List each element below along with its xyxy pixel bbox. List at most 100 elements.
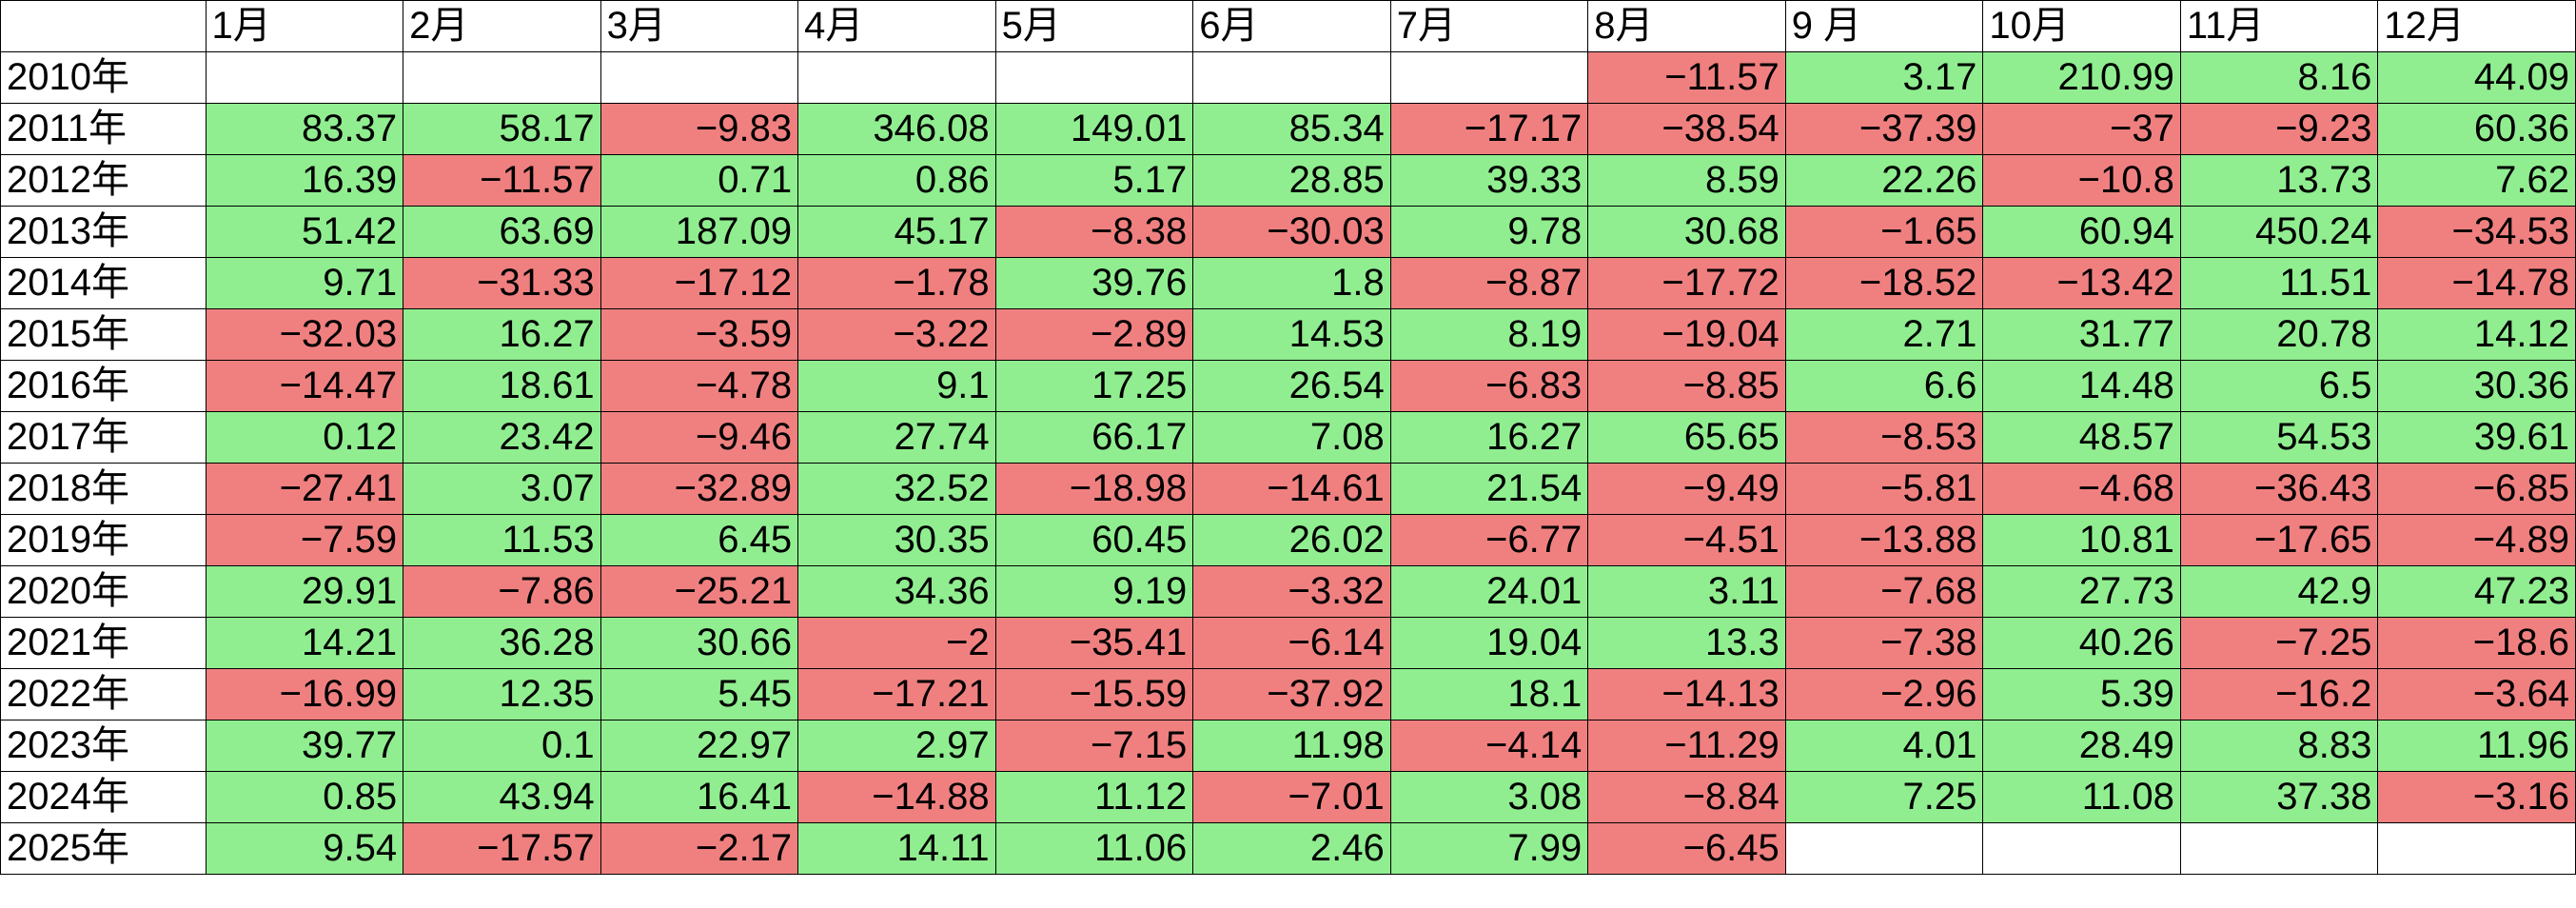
return-cell: −11.57 (403, 154, 601, 207)
month-header: 10月 (1982, 0, 2181, 52)
header-row: 1月 2月 3月 4月 5月 6月 7月 8月 9 月 10月 11月 12月 (0, 0, 2576, 52)
year-label: 2016年 (0, 360, 206, 412)
return-cell: 28.85 (1192, 154, 1391, 207)
return-cell: −16.2 (2179, 668, 2379, 720)
return-cell: −14.88 (797, 771, 996, 823)
return-cell: −4.89 (2377, 514, 2576, 566)
return-cell: 19.04 (1389, 617, 1589, 669)
return-cell: 60.36 (2377, 103, 2576, 155)
return-cell: −2.96 (1784, 668, 1984, 720)
return-cell: −3.22 (797, 308, 996, 361)
table-row: 2023年 39.77 0.1 22.97 2.97 −7.15 11.98 −4.14 −11… (0, 720, 2576, 772)
return-cell: 9.78 (1389, 206, 1589, 258)
return-cell: 5.17 (994, 154, 1194, 207)
month-header: 9 月 (1784, 0, 1984, 52)
table-body: 2010年 −11.57 3.17 210.99 8.16 44.09 2011年 83.37… (0, 51, 2576, 875)
return-cell: −9.23 (2179, 103, 2379, 155)
return-cell: −32.89 (600, 463, 799, 515)
return-cell: 26.02 (1192, 514, 1391, 566)
return-cell: 187.09 (600, 206, 799, 258)
return-cell: 16.41 (600, 771, 799, 823)
return-cell: −4.68 (1982, 463, 2181, 515)
return-cell: 39.33 (1389, 154, 1589, 207)
return-cell: −10.8 (1982, 154, 2181, 207)
return-cell: 7.25 (1784, 771, 1984, 823)
year-label: 2010年 (0, 51, 206, 104)
return-cell: 11.51 (2179, 257, 2379, 309)
return-cell: −7.25 (2179, 617, 2379, 669)
table-row: 2016年 −14.47 18.61 −4.78 9.1 17.25 26.54 −6.83−… (0, 360, 2576, 412)
return-cell: 23.42 (403, 411, 601, 464)
return-cell: −18.6 (2377, 617, 2576, 669)
return-cell: 58.17 (403, 103, 601, 155)
return-cell: 16.39 (205, 154, 404, 207)
return-cell: −9.49 (1587, 463, 1786, 515)
return-cell: −4.78 (600, 360, 799, 412)
table-row: 2014年 9.71 −31.33 −17.12 −1.78 39.76 1.8 −8.87−… (0, 257, 2576, 309)
return-cell: 7.08 (1192, 411, 1391, 464)
return-cell: 40.26 (1982, 617, 2181, 669)
empty-cell (1389, 51, 1589, 104)
return-cell: 0.86 (797, 154, 996, 207)
return-cell: 14.48 (1982, 360, 2181, 412)
return-cell: −17.57 (403, 822, 601, 875)
return-cell: −4.51 (1587, 514, 1786, 566)
return-cell: 8.16 (2179, 51, 2379, 104)
return-cell: −27.41 (205, 463, 404, 515)
return-cell: 45.17 (797, 206, 996, 258)
return-cell: 346.08 (797, 103, 996, 155)
return-cell: −4.14 (1389, 720, 1589, 772)
return-cell: 8.59 (1587, 154, 1786, 207)
year-label: 2021年 (0, 617, 206, 669)
return-cell: 14.53 (1192, 308, 1391, 361)
return-cell: 21.54 (1389, 463, 1589, 515)
return-cell: −7.38 (1784, 617, 1984, 669)
month-header: 8月 (1587, 0, 1786, 52)
table-row: 2022年 −16.99 12.35 5.45 −17.21 −15.59 −37.92 18… (0, 668, 2576, 720)
return-cell: 83.37 (205, 103, 404, 155)
month-header: 11月 (2179, 0, 2379, 52)
return-cell: 17.25 (994, 360, 1194, 412)
return-cell: 8.83 (2179, 720, 2379, 772)
return-cell: 9.1 (797, 360, 996, 412)
return-cell: −14.47 (205, 360, 404, 412)
table-row: 2011年 83.37 58.17 −9.83 346.08 149.01 85.34 −17… (0, 103, 2576, 155)
return-cell: −38.54 (1587, 103, 1786, 155)
return-cell: 14.12 (2377, 308, 2576, 361)
return-cell: −8.87 (1389, 257, 1589, 309)
return-cell: −6.45 (1587, 822, 1786, 875)
return-cell: −2 (797, 617, 996, 669)
return-cell: −11.29 (1587, 720, 1786, 772)
return-cell: 0.71 (600, 154, 799, 207)
return-cell: −6.85 (2377, 463, 2576, 515)
return-cell: −1.65 (1784, 206, 1984, 258)
return-cell: 12.35 (403, 668, 601, 720)
return-cell: 47.23 (2377, 565, 2576, 618)
return-cell: 22.97 (600, 720, 799, 772)
return-cell: 85.34 (1192, 103, 1391, 155)
return-cell: −34.53 (2377, 206, 2576, 258)
return-cell: −14.13 (1587, 668, 1786, 720)
return-cell: −37 (1982, 103, 2181, 155)
return-cell: −35.41 (994, 617, 1194, 669)
return-cell: −5.81 (1784, 463, 1984, 515)
return-cell: −7.59 (205, 514, 404, 566)
return-cell: −9.46 (600, 411, 799, 464)
month-header: 1月 (205, 0, 404, 52)
return-cell: 11.12 (994, 771, 1194, 823)
table-row: 2018年 −27.41 3.07 −32.89 32.52 −18.98 −14.61 21… (0, 463, 2576, 515)
table-row: 2013年 51.42 63.69 187.09 45.17 −8.38 −30.03 9.7… (0, 206, 2576, 258)
year-label: 2024年 (0, 771, 206, 823)
return-cell: 60.94 (1982, 206, 2181, 258)
empty-cell (2377, 822, 2576, 875)
return-cell: −3.64 (2377, 668, 2576, 720)
table-row: 2021年 14.21 36.28 30.66 −2 −35.41 −6.14 19.04 13… (0, 617, 2576, 669)
return-cell: −17.17 (1389, 103, 1589, 155)
month-header: 12月 (2377, 0, 2576, 52)
return-cell: −30.03 (1192, 206, 1391, 258)
return-cell: 14.11 (797, 822, 996, 875)
return-cell: 30.36 (2377, 360, 2576, 412)
return-cell: 28.49 (1982, 720, 2181, 772)
return-cell: 9.19 (994, 565, 1194, 618)
return-cell: 2.97 (797, 720, 996, 772)
